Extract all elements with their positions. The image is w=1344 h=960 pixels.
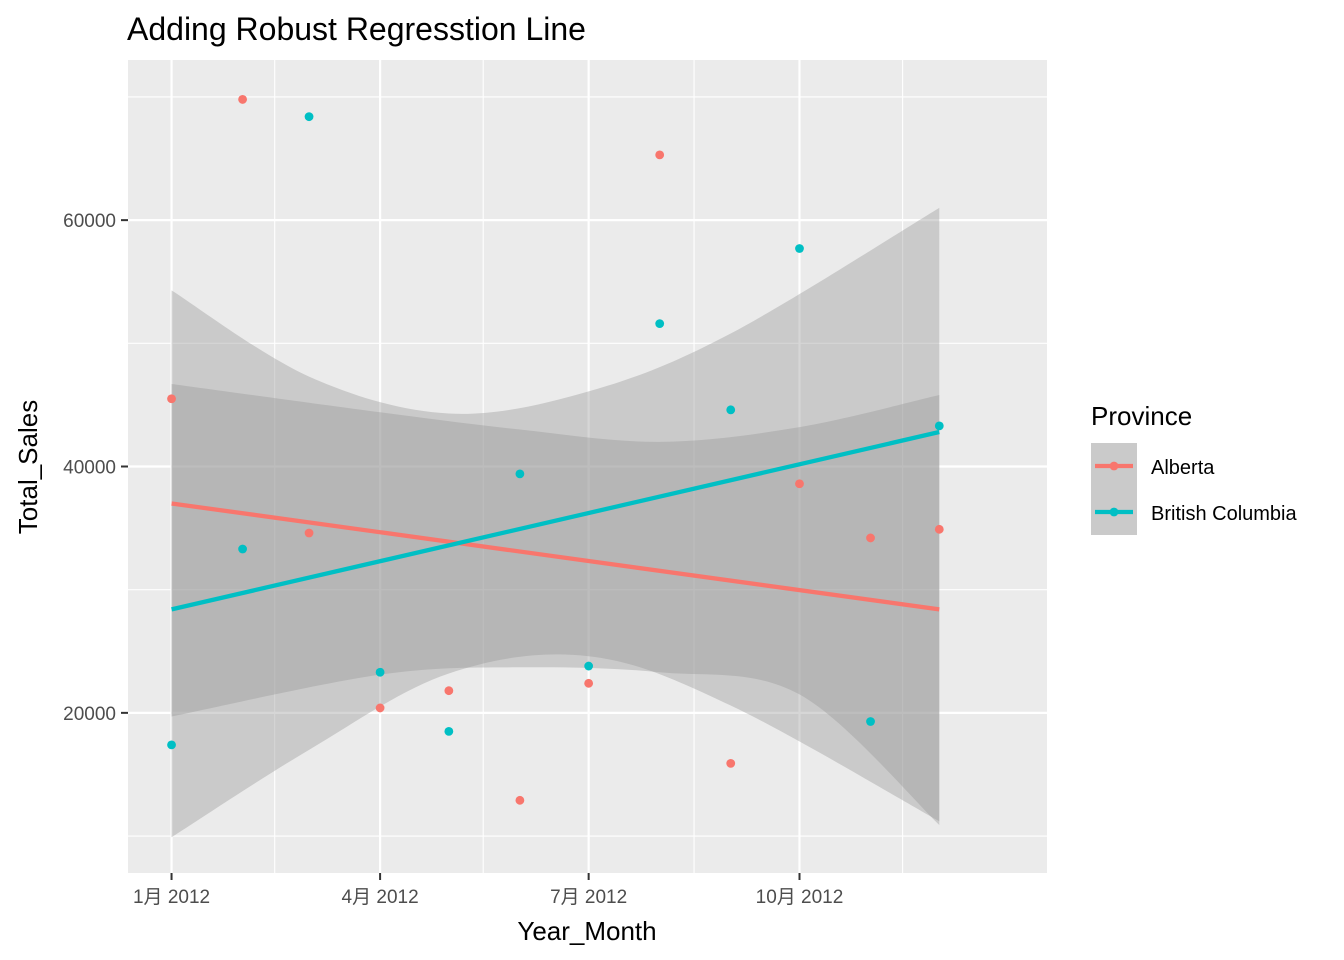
legend-key-point — [1109, 461, 1119, 471]
point-british-columbia — [655, 319, 665, 329]
confidence-band-alberta — [171, 383, 940, 825]
regression-line-alberta — [171, 501, 940, 612]
x-axis-ticks: 1月 2012 4月 2012 7月 2012 10月 2012 — [133, 873, 843, 908]
point-alberta — [584, 678, 594, 688]
point-british-columbia — [795, 244, 804, 253]
point-alberta — [655, 150, 665, 160]
x-tick-label: 10月 2012 — [756, 887, 844, 908]
point-british-columbia — [726, 405, 736, 415]
point-british-columbia — [238, 544, 247, 554]
point-alberta — [167, 394, 176, 404]
x-tick-label: 4月 2012 — [342, 887, 419, 908]
chart-title: Adding Robust Regresstion Line — [127, 11, 586, 47]
point-alberta — [934, 524, 944, 534]
legend-label: Alberta — [1151, 457, 1215, 479]
y-axis-ticks: 20000 40000 60000 — [63, 211, 128, 725]
point-alberta — [795, 479, 804, 489]
legend-key-point — [1109, 507, 1119, 517]
x-tick-label: 1月 2012 — [133, 887, 210, 908]
point-alberta — [515, 795, 525, 805]
legend-items: Alberta British Columbia — [1091, 443, 1297, 535]
point-british-columbia — [515, 469, 525, 479]
data-points — [167, 95, 944, 805]
point-british-columbia — [584, 661, 594, 671]
regression-line-british-columbia — [171, 429, 940, 612]
point-alberta — [726, 758, 736, 768]
point-british-columbia — [375, 667, 385, 677]
x-axis-title: Year_Month — [517, 916, 656, 946]
y-axis-title: Total_Sales — [13, 400, 43, 534]
point-british-columbia — [304, 112, 314, 122]
point-british-columbia — [167, 740, 176, 750]
point-british-columbia — [934, 421, 944, 431]
major-gridlines — [128, 60, 1047, 873]
x-tick-label: 7月 2012 — [550, 887, 627, 908]
point-alberta — [866, 533, 875, 543]
y-tick-label: 60000 — [63, 211, 116, 232]
legend-label: British Columbia — [1151, 503, 1297, 525]
legend-title: Province — [1091, 401, 1192, 431]
y-tick-label: 20000 — [63, 704, 116, 725]
regression-lines — [171, 429, 940, 612]
y-tick-label: 40000 — [63, 458, 116, 479]
point-alberta — [304, 528, 314, 538]
point-british-columbia — [444, 726, 454, 736]
point-british-columbia — [866, 717, 875, 726]
point-alberta — [238, 95, 247, 104]
legend: Province Alberta British Columbia — [1091, 401, 1297, 535]
point-alberta — [375, 703, 385, 713]
point-alberta — [444, 686, 454, 696]
